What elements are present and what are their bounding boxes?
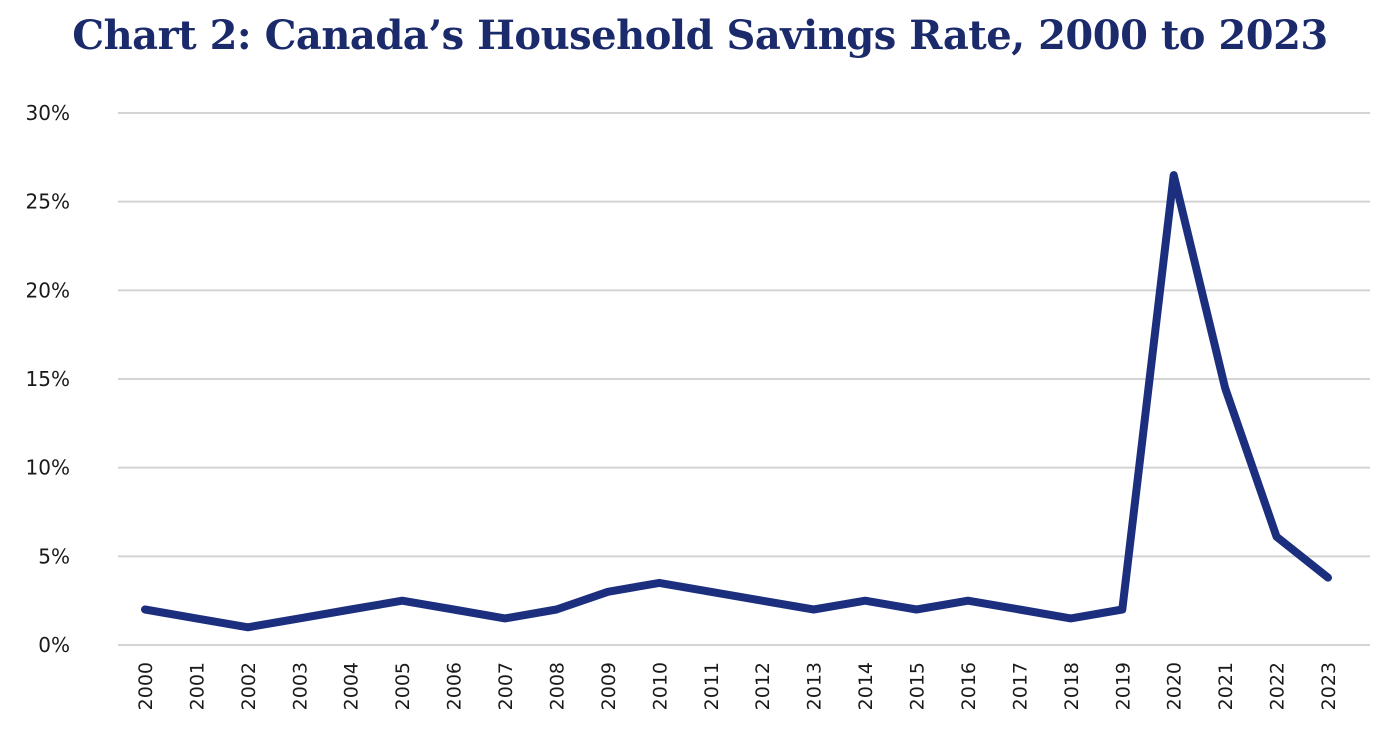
x-tick-label: 2010	[649, 662, 671, 710]
y-tick-label: 10%	[26, 456, 70, 480]
y-tick-label: 30%	[26, 101, 70, 125]
y-tick-label: 25%	[26, 190, 70, 214]
x-tick-label: 2012	[752, 662, 774, 710]
x-tick-label: 2023	[1318, 662, 1340, 710]
chart-title: Chart 2: Canada’s Household Savings Rate…	[72, 12, 1328, 59]
x-axis-tick-labels: 2000 2001 2002 2003 2004 2005 2006 2007 2008 2009…	[135, 662, 1340, 710]
series-lines	[141, 171, 1332, 632]
y-tick-label: 20%	[26, 278, 70, 302]
x-tick-label: 2016	[958, 662, 980, 710]
x-tick-label: 2003	[289, 662, 311, 710]
x-tick-label: 2006	[444, 662, 466, 710]
x-tick-label: 2017	[1009, 662, 1031, 710]
x-tick-label: 2009	[598, 662, 620, 710]
x-tick-label: 2000	[135, 662, 157, 710]
x-tick-label: 2021	[1215, 662, 1237, 710]
x-tick-label: 2002	[238, 662, 260, 710]
x-tick-label: 2008	[546, 662, 568, 710]
x-tick-label: 2007	[495, 662, 517, 710]
gridlines	[118, 112, 1370, 646]
savings-rate-line	[141, 171, 1332, 632]
x-tick-label: 2022	[1267, 662, 1289, 710]
x-tick-label: 2020	[1164, 662, 1186, 710]
x-tick-label: 2015	[907, 662, 929, 710]
x-tick-label: 2018	[1061, 662, 1083, 710]
x-tick-label: 2004	[341, 662, 363, 710]
x-tick-label: 2013	[804, 662, 826, 710]
x-tick-label: 2011	[701, 662, 723, 710]
x-tick-label: 2005	[392, 662, 414, 710]
x-tick-label: 2001	[186, 662, 208, 710]
x-tick-label: 2019	[1112, 662, 1134, 710]
y-tick-label: 5%	[38, 544, 70, 568]
y-tick-label: 15%	[26, 367, 70, 391]
y-tick-label: 0%	[38, 633, 70, 657]
x-tick-label: 2014	[855, 662, 877, 710]
y-axis-tick-labels: 0% 5% 10% 15% 20% 25% 30%	[26, 101, 70, 657]
